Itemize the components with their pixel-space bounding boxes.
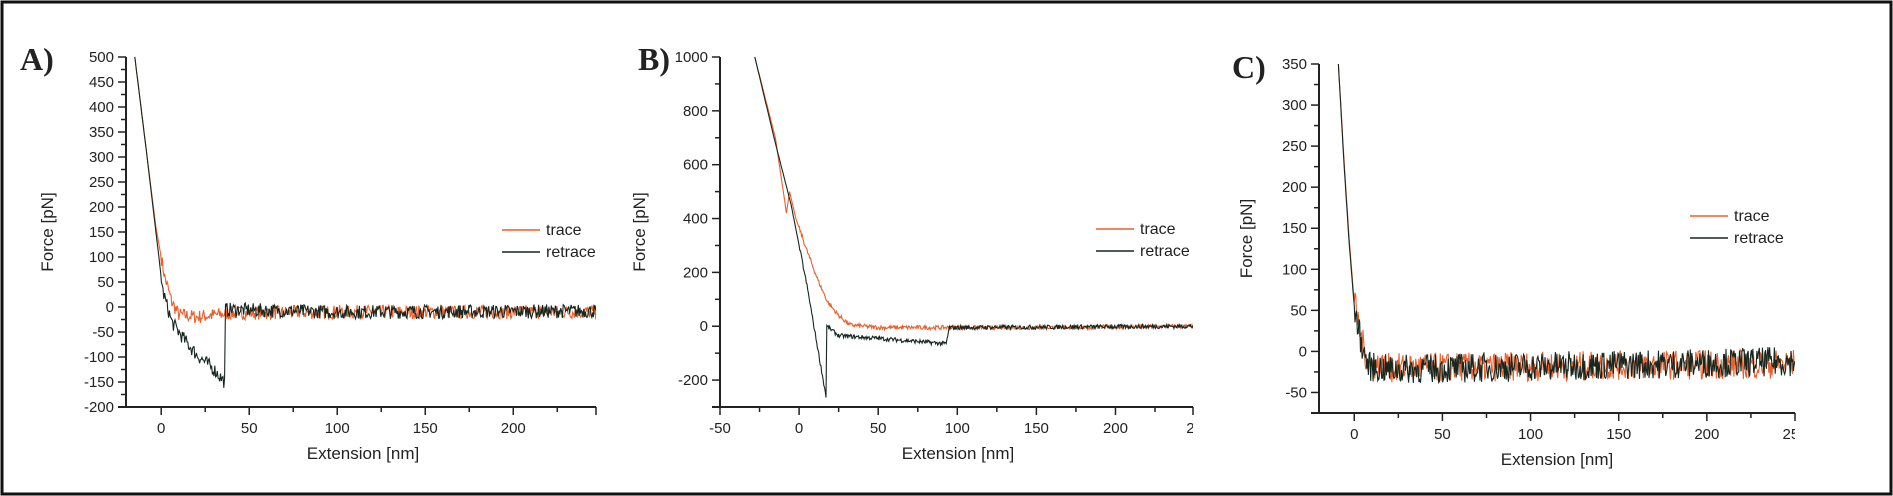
y-tick-label: 200: [89, 199, 114, 216]
y-tick-label: 350: [1282, 56, 1307, 73]
x-tick-label: 0: [157, 420, 165, 437]
x-tick-label: 250: [1782, 426, 1807, 443]
y-axis-title: Force [pN]: [1237, 199, 1256, 278]
x-tick-label: 150: [1606, 426, 1631, 443]
panel-label: A): [20, 41, 54, 77]
y-tick-label: -100: [84, 349, 114, 366]
x-tick-label: 150: [1024, 420, 1049, 437]
panel-label: B): [638, 41, 670, 77]
x-tick-label: 200: [1103, 420, 1128, 437]
legend-label-retrace: retrace: [546, 244, 596, 261]
y-tick-label: 250: [89, 174, 114, 191]
legend-label-retrace: retrace: [1734, 230, 1784, 247]
y-tick-label: 450: [89, 74, 114, 91]
series-retrace: [754, 56, 1193, 398]
y-tick-label: 600: [683, 157, 708, 174]
y-tick-label: 350: [89, 124, 114, 141]
y-tick-label: 400: [683, 211, 708, 228]
x-tick-label: 0: [795, 420, 803, 437]
panel-b: B) trace retrace -200 0 200 400 600 800 1000 -50 0 5…: [630, 41, 1203, 463]
y-tick-label: 0: [700, 318, 708, 335]
y-tick-label: 300: [1282, 97, 1307, 114]
series-retrace: [134, 56, 596, 388]
x-tick-label: 50: [870, 420, 887, 437]
x-tick-label: 200: [501, 420, 526, 437]
y-tick-label: 300: [89, 149, 114, 166]
y-tick-label: -150: [84, 374, 114, 391]
x-tick-label: 100: [325, 420, 350, 437]
x-tick-label: 50: [1434, 426, 1451, 443]
y-tick-label: -200: [84, 399, 114, 416]
series-retrace: [1337, 63, 1795, 385]
x-tick-label: 100: [945, 420, 970, 437]
x-tick-label: 0: [1350, 426, 1358, 443]
y-tick-label: -200: [678, 372, 708, 389]
y-tick-label: 150: [89, 224, 114, 241]
y-tick-label: 800: [683, 103, 708, 120]
x-axis-title: Extension [nm]: [902, 444, 1014, 463]
y-tick-label: 200: [1282, 179, 1307, 196]
y-tick-label: 150: [1282, 220, 1307, 237]
x-tick-label: 150: [413, 420, 438, 437]
plot-area: trace retrace: [134, 56, 596, 388]
panel-c: C) trace retrace -50 0 50 100 150 200 250 300 350 0 5…: [1232, 49, 1807, 469]
y-tick-label: 1000: [675, 49, 708, 66]
x-axis-title: Extension [nm]: [307, 444, 419, 463]
legend-label-trace: trace: [1734, 208, 1770, 225]
y-axis-title: Force [pN]: [38, 192, 57, 271]
plot-area: trace retrace: [1337, 63, 1795, 385]
y-tick-label: 0: [106, 299, 114, 316]
y-tick-label: 100: [1282, 261, 1307, 278]
y-tick-label: 500: [89, 49, 114, 66]
panel-a: A) trace retrace -200 -150 -100 -50 0 50 100 150 20…: [20, 41, 597, 463]
legend-label-retrace: retrace: [1140, 243, 1190, 260]
y-tick-label: 200: [683, 264, 708, 281]
y-tick-label: 100: [89, 249, 114, 266]
y-tick-label: 0: [1299, 343, 1307, 360]
legend-label-trace: trace: [546, 222, 582, 239]
y-axis-title: Force [pN]: [630, 192, 649, 271]
y-tick-label: 400: [89, 99, 114, 116]
y-tick-label: 50: [1290, 302, 1307, 319]
x-tick-label: 50: [241, 420, 258, 437]
y-tick-label: 250: [1282, 138, 1307, 155]
x-axis-title: Extension [nm]: [1501, 450, 1613, 469]
panel-label: C): [1232, 49, 1266, 85]
x-tick-label: 25: [1186, 420, 1203, 437]
y-tick-label: -50: [1285, 384, 1307, 401]
y-tick-label: -50: [92, 324, 114, 341]
legend-label-trace: trace: [1140, 221, 1176, 238]
y-tick-label: 50: [97, 274, 114, 291]
plot-area: trace retrace: [754, 56, 1193, 398]
x-tick-label: -50: [709, 420, 731, 437]
x-tick-label: 100: [1518, 426, 1543, 443]
x-tick-label: 200: [1694, 426, 1719, 443]
